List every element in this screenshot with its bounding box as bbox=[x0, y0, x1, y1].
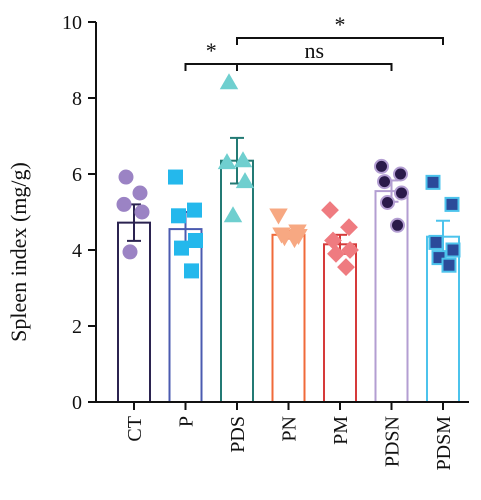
data-point-pds bbox=[219, 73, 239, 90]
data-point-pm bbox=[327, 244, 345, 263]
data-point-pn bbox=[285, 232, 304, 249]
data-points bbox=[116, 73, 461, 279]
y-tick-label: 4 bbox=[72, 240, 82, 262]
data-point-p bbox=[184, 263, 199, 279]
data-point-ct bbox=[116, 196, 132, 212]
y-tick-label: 0 bbox=[72, 392, 82, 414]
data-point-pdsn bbox=[394, 185, 409, 201]
bars bbox=[117, 159, 460, 403]
bar-pn bbox=[271, 233, 306, 403]
y-tick-label: 10 bbox=[62, 12, 82, 34]
data-point-pm bbox=[337, 258, 355, 277]
significance-label: * bbox=[335, 12, 346, 37]
significance-bracket: ns bbox=[236, 38, 393, 71]
significance-brackets: * ns * bbox=[184, 12, 444, 71]
data-point-pdsn bbox=[377, 174, 392, 190]
data-point-pdsm bbox=[441, 257, 457, 273]
data-point-pm bbox=[340, 218, 358, 237]
data-point-p bbox=[187, 202, 202, 218]
data-point-pdsm bbox=[444, 196, 460, 212]
x-tick-label-pn: PN bbox=[279, 416, 301, 442]
bar-p bbox=[168, 228, 203, 403]
y-axis: 0 2 4 6 8 10 bbox=[62, 12, 97, 414]
data-point-ct bbox=[132, 185, 148, 201]
bar-pds bbox=[220, 159, 254, 403]
data-point-pds bbox=[233, 151, 253, 168]
significance-label: * bbox=[206, 38, 217, 63]
data-point-pds bbox=[223, 206, 243, 223]
y-tick-label: 2 bbox=[72, 316, 82, 338]
x-axis: CT P PDS PN PM PDSN PDSM bbox=[96, 401, 469, 471]
data-point-pm bbox=[321, 201, 339, 220]
x-tick-label-pdsm: PDSM bbox=[433, 416, 455, 471]
data-point-pdsm bbox=[425, 174, 441, 190]
y-tick-label: 6 bbox=[72, 164, 82, 186]
data-point-p bbox=[174, 240, 189, 256]
data-point-pdsm bbox=[445, 242, 461, 258]
data-point-pdsn bbox=[374, 158, 389, 174]
data-point-p bbox=[188, 233, 203, 248]
data-point-ct bbox=[134, 204, 150, 220]
x-tick-label-ct: CT bbox=[124, 416, 146, 442]
x-tick-label-pds: PDS bbox=[227, 416, 249, 453]
data-point-pdsn bbox=[390, 217, 405, 233]
data-point-pm bbox=[341, 241, 359, 259]
data-point-ct bbox=[118, 169, 134, 185]
data-point-pdsn bbox=[393, 166, 408, 182]
data-point-pdsn bbox=[380, 195, 395, 210]
data-point-ct bbox=[122, 244, 138, 260]
x-tick-label-pdsn: PDSN bbox=[382, 416, 404, 467]
significance-label: ns bbox=[304, 38, 324, 63]
y-tick-label: 8 bbox=[72, 88, 82, 110]
x-tick-label-pm: PM bbox=[330, 416, 352, 445]
data-point-pds bbox=[217, 153, 237, 170]
x-tick-label-p: P bbox=[176, 416, 198, 427]
data-point-p bbox=[171, 208, 186, 224]
significance-bracket: * bbox=[184, 38, 238, 71]
y-axis-title: Spleen index (mg/g) bbox=[6, 162, 31, 342]
data-point-pds bbox=[235, 172, 255, 189]
data-point-pn bbox=[269, 208, 288, 225]
data-point-p bbox=[168, 169, 183, 185]
significance-bracket: * bbox=[236, 12, 444, 45]
data-point-pdsm bbox=[428, 234, 444, 250]
